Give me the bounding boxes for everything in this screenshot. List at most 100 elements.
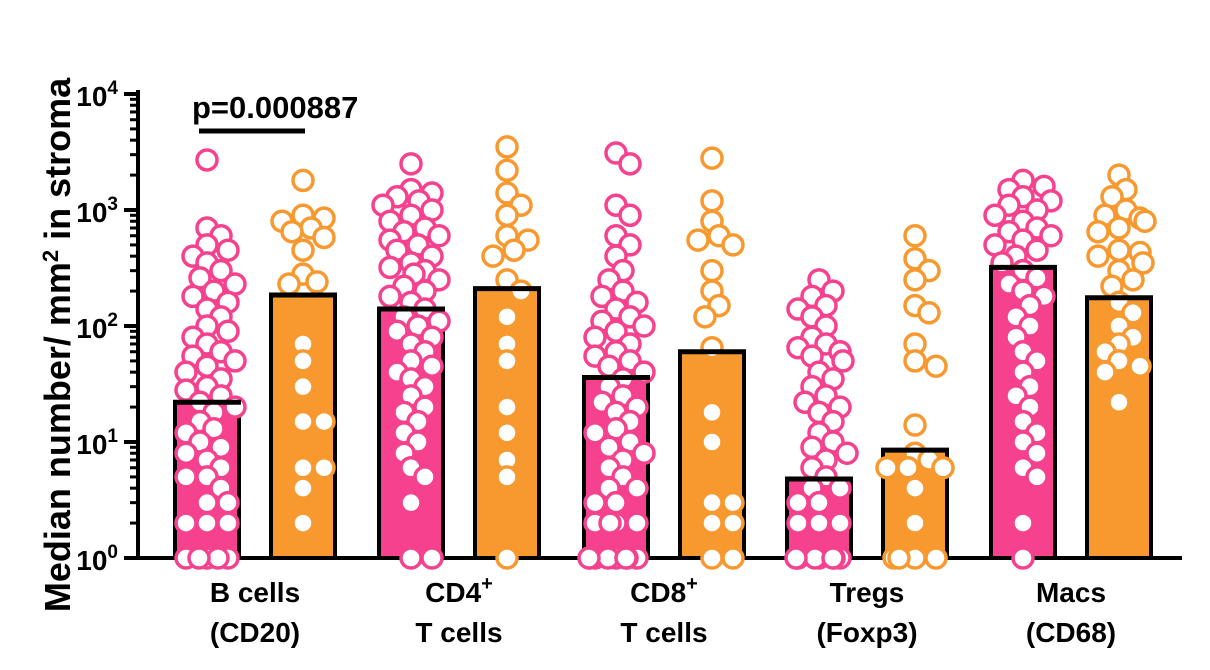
data-point-orange: [700, 511, 724, 535]
category-label-line1: Macs: [1036, 577, 1106, 608]
data-point-orange: [903, 268, 927, 292]
data-point-pink: [1025, 465, 1049, 489]
data-point-pink: [174, 441, 198, 465]
data-point-pink: [378, 284, 402, 309]
data-point-orange: [291, 349, 315, 373]
data-point-pink: [206, 546, 230, 570]
data-point-orange: [291, 455, 315, 480]
data-point-pink: [604, 490, 628, 515]
data-point-orange: [700, 189, 724, 213]
data-point-pink: [583, 490, 607, 515]
p-value-label: p=0.000887: [192, 90, 358, 125]
data-point-pink: [835, 441, 859, 465]
data-point-pink: [399, 152, 423, 176]
data-point-pink: [187, 546, 211, 570]
category-label-line1: CD8+: [630, 573, 698, 608]
data-point-orange: [903, 349, 927, 373]
y-tick-base: 10: [76, 545, 107, 576]
y-tick-label: 104: [76, 78, 118, 112]
data-point-pink: [399, 546, 423, 570]
data-point-orange: [495, 158, 519, 183]
category-label-line2: (CD20): [210, 617, 300, 648]
data-point-orange: [495, 395, 519, 419]
data-point-pink: [831, 349, 855, 373]
y-axis-title-sup: 2: [38, 250, 63, 262]
y-tick-label: 103: [76, 194, 118, 228]
data-points: [174, 135, 1157, 570]
data-point-pink: [583, 325, 607, 349]
data-point-pink: [577, 546, 601, 570]
significance-annotation: p=0.000887: [192, 90, 358, 134]
data-point-orange: [700, 335, 724, 360]
data-point-pink: [1039, 223, 1063, 248]
data-point-orange: [700, 146, 724, 170]
data-point-orange: [305, 270, 329, 294]
data-point-pink: [583, 421, 607, 445]
data-point-orange: [495, 421, 519, 445]
data-point-pink: [195, 511, 219, 535]
data-point-orange: [700, 430, 724, 454]
data-point-pink: [216, 490, 240, 515]
data-point-orange: [280, 219, 304, 244]
data-point-pink: [223, 349, 247, 373]
data-point-pink: [427, 223, 451, 248]
data-point-pink: [598, 511, 622, 535]
data-point-pink: [378, 255, 402, 280]
data-point-orange: [495, 135, 519, 159]
category-label-line2: (CD68): [1026, 617, 1116, 648]
data-point-pink: [195, 490, 219, 515]
data-point-pink: [399, 490, 423, 515]
data-point-orange: [700, 546, 724, 570]
data-point-pink: [784, 546, 808, 570]
data-point-orange: [1086, 219, 1110, 244]
data-point-orange: [495, 349, 519, 373]
data-point-pink: [625, 511, 649, 535]
category-name: B cells: [210, 577, 300, 608]
category-name: CD4: [425, 577, 481, 608]
category-label-line2: T cells: [620, 617, 707, 648]
data-point-orange: [875, 455, 899, 480]
data-point-pink: [632, 441, 656, 465]
data-point-pink: [632, 314, 656, 338]
data-point-orange: [481, 244, 505, 268]
data-point-orange: [312, 225, 336, 250]
data-point-orange: [291, 409, 315, 434]
data-point-pink: [625, 476, 649, 500]
data-point-orange: [686, 228, 710, 252]
data-point-pink: [590, 284, 614, 309]
data-point-orange: [903, 413, 927, 437]
y-tick-exp: 3: [107, 194, 118, 215]
category-sup: +: [686, 573, 698, 595]
data-point-orange: [1128, 354, 1152, 378]
y-tick-exp: 4: [107, 78, 118, 99]
y-tick-label: 101: [76, 426, 118, 460]
data-point-pink: [413, 465, 437, 489]
category-label-line1: B cells: [210, 577, 300, 608]
data-point-pink: [983, 203, 1007, 228]
data-point-orange: [502, 238, 526, 262]
data-point-orange: [1133, 209, 1157, 233]
data-point-pink: [216, 238, 240, 262]
y-tick-base: 10: [76, 81, 107, 112]
data-point-orange: [700, 258, 724, 283]
y-tick-exp: 0: [107, 542, 118, 563]
data-point-pink: [1011, 546, 1035, 570]
data-point-orange: [1121, 301, 1145, 325]
data-point-orange: [291, 168, 315, 193]
data-point-orange: [1086, 244, 1110, 268]
data-point-orange: [693, 305, 717, 329]
median-lines: [173, 264, 1153, 482]
data-point-orange: [903, 476, 927, 500]
data-point-orange: [277, 272, 301, 296]
data-point-orange: [903, 223, 927, 248]
data-point-pink: [195, 148, 219, 172]
category-name: Tregs: [830, 577, 905, 608]
data-point-pink: [174, 511, 198, 535]
data-point-orange: [931, 455, 955, 480]
data-point-orange: [312, 409, 336, 434]
data-point-pink: [618, 152, 642, 176]
category-label-line1: CD4+: [425, 573, 493, 608]
data-point-orange: [1093, 360, 1117, 384]
y-axis-title-suffix: in stroma: [37, 77, 78, 250]
